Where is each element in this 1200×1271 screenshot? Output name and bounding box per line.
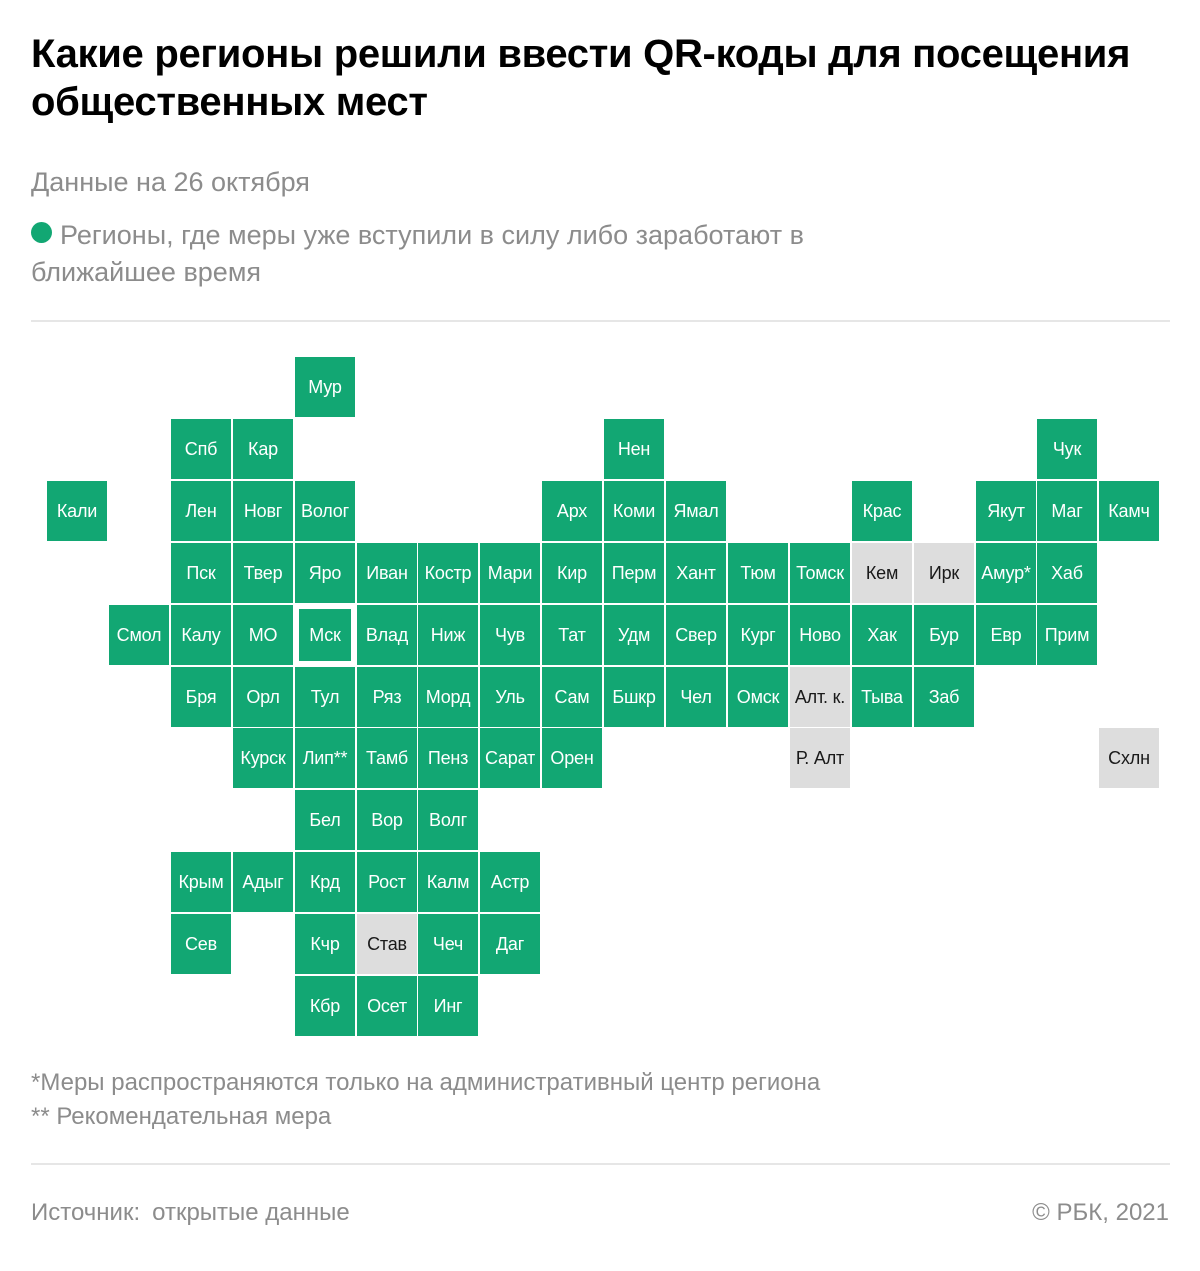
region-tile: Кир (542, 543, 602, 603)
region-tile: Крд (295, 852, 355, 912)
region-tile: Ямал (666, 481, 726, 541)
region-tile: Камч (1099, 481, 1159, 541)
region-tile: Осет (357, 976, 417, 1036)
legend-dot-icon (31, 222, 52, 243)
region-tile: Лен (171, 481, 231, 541)
region-tile: Сев (171, 914, 231, 974)
region-tile: Чел (666, 667, 726, 727)
source-line: Источник: открытые данные (31, 1198, 350, 1228)
region-tile: Кар (233, 419, 293, 479)
top-divider (31, 320, 1170, 322)
region-tile: Хант (666, 543, 726, 603)
region-tile: Бшкр (604, 667, 664, 727)
region-tile: Лип** (295, 728, 355, 788)
source-label: Источник: (31, 1199, 141, 1226)
region-tile: Смол (109, 605, 169, 665)
region-tile: Томск (790, 543, 850, 603)
region-tile: Кчр (295, 914, 355, 974)
copyright: © РБК, 2021 (1032, 1199, 1169, 1226)
region-tile: Тыва (852, 667, 912, 727)
region-tile: Кали (47, 481, 107, 541)
region-tile: Мур (295, 357, 355, 417)
region-tile: Нен (604, 419, 664, 479)
region-tile: Иван (357, 543, 417, 603)
footnote-admin-center: *Меры распространяются только на админис… (31, 1069, 821, 1096)
region-tile: Тат (542, 605, 602, 665)
region-tile: Перм (604, 543, 664, 603)
region-tile: Крас (852, 481, 912, 541)
region-tile: Хаб (1037, 543, 1097, 603)
region-tile: Морд (418, 667, 478, 727)
region-tile: Калу (171, 605, 231, 665)
region-tile: Ряз (357, 667, 417, 727)
region-tile: Сам (542, 667, 602, 727)
region-tile: Кем (852, 543, 912, 603)
region-tile: Чеч (418, 914, 478, 974)
bottom-divider (31, 1163, 1170, 1165)
region-tile: Свер (666, 605, 726, 665)
region-tile: Калм (418, 852, 478, 912)
region-tile: Адыг (233, 852, 293, 912)
region-tile: Тамб (357, 728, 417, 788)
region-tile: Спб (171, 419, 231, 479)
region-tile: Бел (295, 790, 355, 850)
region-tile: Удм (604, 605, 664, 665)
region-tile: Волог (295, 481, 355, 541)
region-tile: Евр (976, 605, 1036, 665)
region-tile: Уль (480, 667, 540, 727)
region-tile: Волг (418, 790, 478, 850)
region-tile: Чув (480, 605, 540, 665)
region-tile: Коми (604, 481, 664, 541)
region-tile: Якут (976, 481, 1036, 541)
page-title: Какие регионы решили ввести QR-коды для … (31, 32, 1131, 124)
region-tile: Рост (357, 852, 417, 912)
region-tile: Став (357, 914, 417, 974)
region-tile: МО (233, 605, 293, 665)
region-tile: Астр (480, 852, 540, 912)
region-tile: Ново (790, 605, 850, 665)
region-tile: Сарат (480, 728, 540, 788)
region-tile: Кург (728, 605, 788, 665)
region-tile: Курск (233, 728, 293, 788)
region-tile: Пенз (418, 728, 478, 788)
region-tile: Арх (542, 481, 602, 541)
region-tile: Бря (171, 667, 231, 727)
region-tile: Мск (295, 605, 355, 665)
region-tile: Вор (357, 790, 417, 850)
region-tile: Крым (171, 852, 231, 912)
region-tile: Ниж (418, 605, 478, 665)
region-tile: Хак (852, 605, 912, 665)
data-date-subtitle: Данные на 26 октября (31, 167, 310, 197)
source-value: открытые данные (152, 1199, 350, 1226)
region-tile: Ирк (914, 543, 974, 603)
region-tile: Заб (914, 667, 974, 727)
region-tile: Инг (418, 976, 478, 1036)
region-tile: Костр (418, 543, 478, 603)
region-tile: Тюм (728, 543, 788, 603)
region-tile: Новг (233, 481, 293, 541)
region-tile: Мари (480, 543, 540, 603)
region-tile: Схлн (1099, 728, 1159, 788)
region-tile: Р. Алт (790, 728, 850, 788)
region-tile: Твер (233, 543, 293, 603)
region-tile: Бур (914, 605, 974, 665)
region-tile: Прим (1037, 605, 1097, 665)
region-tile: Тул (295, 667, 355, 727)
region-tile: Пск (171, 543, 231, 603)
region-tile: Чук (1037, 419, 1097, 479)
region-tile: Орен (542, 728, 602, 788)
region-tile: Алт. к. (790, 667, 850, 727)
region-tile: Влад (357, 605, 417, 665)
region-tile: Омск (728, 667, 788, 727)
region-tile: Орл (233, 667, 293, 727)
region-tile: Яро (295, 543, 355, 603)
region-tile: Маг (1037, 481, 1097, 541)
region-tile: Амур* (976, 543, 1036, 603)
legend-label: Регионы, где меры уже вступили в силу ли… (31, 220, 804, 287)
legend: Регионы, где меры уже вступили в силу ли… (31, 217, 931, 291)
footnote-recommendation: ** Рекомендательная мера (31, 1103, 332, 1130)
region-tile: Даг (480, 914, 540, 974)
region-tile: Кбр (295, 976, 355, 1036)
